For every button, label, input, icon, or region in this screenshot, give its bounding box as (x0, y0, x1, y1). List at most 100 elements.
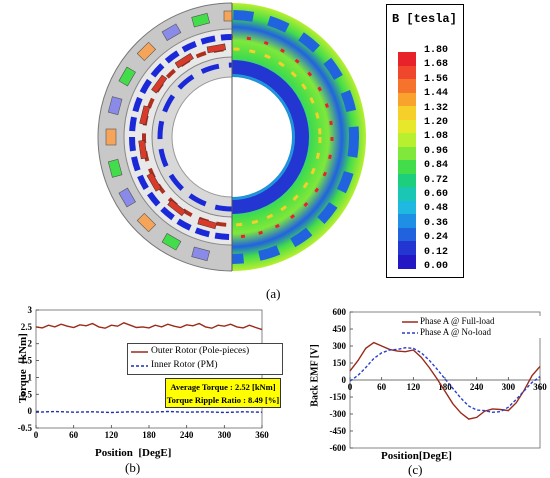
flux-density-half (232, 3, 366, 271)
colorbar-tick-label: 1.56 (424, 73, 449, 85)
y-tick-label: 0 (342, 375, 347, 385)
pole-piece (174, 53, 194, 69)
magnet-block (107, 158, 123, 178)
colorbar-tick-label: 0.24 (424, 232, 449, 244)
legend-b-item-1: Outer Rotor (Pole-pieces) (151, 346, 250, 356)
avg-torque-text: Average Torque : 2.52 [kNm] (170, 382, 276, 392)
colorbar-tick-label: 1.32 (424, 102, 449, 114)
legend-b-item-2: Inner Rotor (PM) (151, 360, 218, 370)
x-tick-label: 300 (502, 382, 516, 392)
pole-piece (197, 217, 217, 230)
colorbar-swatch (398, 227, 416, 242)
x-tick-label: 120 (105, 430, 119, 440)
pole-piece (138, 139, 148, 160)
legend-c (438, 316, 541, 338)
pole-piece (146, 172, 162, 192)
series-line-1 (35, 322, 263, 331)
y-tick-label: -450 (330, 426, 347, 436)
chart-b-xlabel: Position [DegE] (95, 447, 172, 459)
colorbar-swatch (398, 146, 416, 161)
panel-label-b: (b) (125, 460, 141, 475)
colorbar-swatch (398, 241, 416, 255)
panel-label-c: (c) (408, 462, 423, 477)
x-tick-label: 120 (407, 382, 421, 392)
x-tick-label: 240 (470, 382, 484, 392)
magnet-block (107, 96, 123, 116)
geometry-half (97, 2, 232, 272)
y-tick-label: 2.5 (21, 322, 33, 332)
colorbar-swatch (398, 254, 416, 269)
x-tick-label: 0 (34, 430, 39, 440)
colorbar-swatch (398, 173, 416, 188)
magnet-block (136, 212, 157, 233)
colorbar-tick-label: 0.60 (424, 189, 449, 200)
chart-c-xlabel: Position[DegE] (381, 450, 452, 462)
colorbar-tick-label: 0.48 (424, 203, 449, 215)
colorbar-swatch (398, 52, 416, 66)
y-tick-label: -600 (330, 443, 347, 453)
colorbar-tick-label: 0.36 (424, 217, 449, 229)
colorbar-ticks: 1.80 1.68 1.56 1.44 1.32 1.20 1.08 0.96 0.84 0.72… (420, 45, 460, 274)
colorbar-tick-label: 0.84 (424, 160, 449, 172)
x-tick-label: 180 (142, 430, 156, 440)
x-tick-label: 360 (255, 430, 269, 440)
y-tick-label: 0 (28, 406, 33, 416)
colorbar-tick-label: 1.20 (424, 117, 449, 128)
y-tick-label: -0.5 (18, 423, 33, 433)
y-tick-label: -300 (330, 409, 347, 419)
magnet-block (191, 246, 211, 262)
colorbar-swatch (398, 106, 416, 120)
colorbar-swatch (398, 160, 416, 174)
colorbar-swatch (398, 133, 416, 147)
magnet-block (136, 41, 157, 62)
y-tick-label: 450 (333, 324, 347, 334)
x-tick-label: 360 (533, 382, 547, 392)
magnet-block (161, 233, 182, 251)
chart-b-ylabel: Torque [kNm] (16, 333, 29, 403)
magnet-block (105, 128, 117, 146)
colorbar-swatch (398, 79, 416, 93)
x-tick-label: 240 (180, 430, 194, 440)
colorbar-tick-label: 0.72 (424, 174, 449, 186)
x-tick-label: 300 (218, 430, 232, 440)
x-tick-label: 0 (348, 382, 353, 392)
colorbar-tick-label: 1.44 (424, 88, 449, 100)
legend-c-item-2: Phase A @ No-load (420, 327, 492, 337)
x-tick-label: 60 (377, 382, 387, 392)
series-line-2 (35, 410, 263, 414)
pole-piece (151, 74, 168, 94)
pole-piece (206, 43, 227, 54)
x-tick-label: 60 (69, 430, 79, 440)
colorbar-swatch (398, 214, 416, 228)
colorbar-swatch (398, 200, 416, 215)
magnet-block (118, 187, 136, 208)
magnet-block (118, 66, 136, 87)
y-tick-label: 3 (28, 305, 33, 315)
magnet-block (223, 10, 232, 22)
colorbar-tick-label: 1.08 (424, 131, 449, 143)
pole-piece (167, 199, 186, 217)
motor-field-figure (97, 2, 366, 272)
colorbar-swatch (398, 187, 416, 201)
colorbar-tick-label: 0.96 (424, 145, 449, 157)
colorbar-tick-label: 1.80 (424, 45, 449, 56)
colorbar-title: B [tesla] (392, 12, 457, 26)
colorbar-tick-label: 0.00 (424, 261, 449, 272)
y-tick-label: 300 (333, 341, 347, 351)
colorbar-tick-label: 1.68 (424, 59, 449, 71)
colorbar-scale (398, 52, 416, 269)
x-tick-label: 180 (438, 382, 452, 392)
colorbar-swatch (398, 65, 416, 80)
series-line-1 (349, 341, 541, 420)
panel-label-a: (a) (266, 286, 281, 301)
colorbar-swatch (398, 119, 416, 134)
colorbar-tick-label: 0.12 (424, 246, 449, 258)
colorbar-swatch (398, 92, 416, 107)
series-line-2 (349, 346, 541, 414)
magnet-block (161, 23, 182, 41)
magnet-block (191, 12, 211, 28)
torque-annotation: Average Torque : 2.52 [kNm] Torque Rippl… (165, 378, 281, 408)
y-tick-label: -150 (330, 392, 347, 402)
pole-piece (139, 105, 151, 125)
legend-b (127, 343, 283, 375)
